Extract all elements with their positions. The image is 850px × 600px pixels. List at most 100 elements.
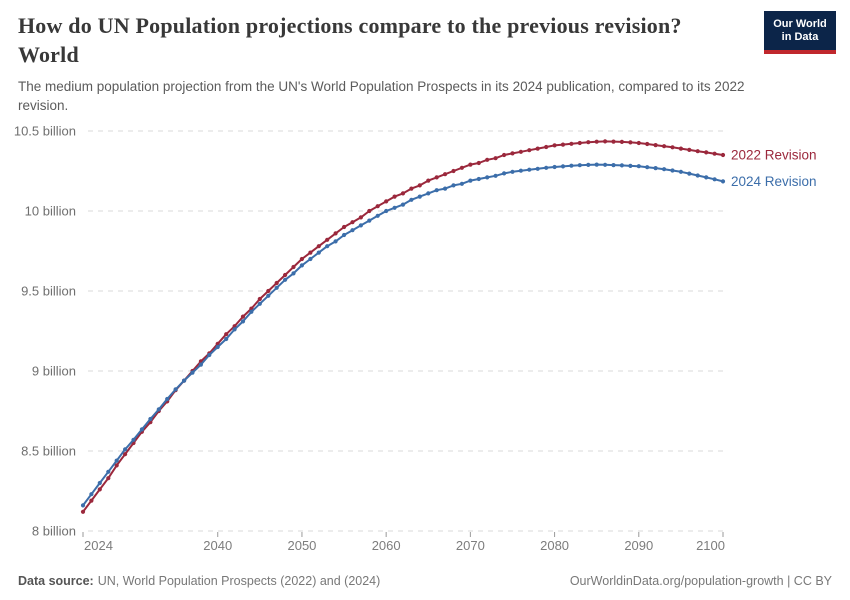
data-point[interactable] [678, 169, 684, 174]
data-point[interactable] [375, 213, 380, 218]
data-point[interactable] [653, 166, 658, 171]
data-point[interactable] [173, 388, 178, 393]
data-point[interactable] [367, 208, 372, 214]
data-point[interactable] [687, 147, 692, 152]
data-point[interactable] [502, 171, 507, 176]
data-point[interactable] [493, 173, 498, 178]
data-point[interactable] [198, 362, 203, 367]
data-point[interactable] [670, 168, 675, 173]
data-point[interactable] [131, 437, 136, 442]
data-point[interactable] [224, 336, 229, 342]
data-point[interactable] [468, 162, 473, 167]
data-point[interactable] [299, 256, 304, 262]
data-point[interactable] [80, 509, 86, 514]
series-line-2024-revision[interactable] [82, 163, 724, 507]
series-line-2022-revision[interactable] [82, 140, 724, 513]
data-point[interactable] [720, 179, 726, 184]
data-point[interactable] [182, 378, 187, 383]
data-point[interactable] [518, 168, 524, 173]
data-point[interactable] [476, 160, 481, 166]
data-point[interactable] [586, 140, 591, 145]
data-point[interactable] [535, 146, 540, 151]
data-point[interactable] [560, 164, 566, 169]
data-point[interactable] [249, 309, 254, 314]
data-point[interactable] [569, 141, 574, 146]
data-point[interactable] [156, 408, 161, 414]
data-point[interactable] [636, 140, 641, 146]
data-point[interactable] [493, 156, 498, 161]
data-point[interactable] [249, 306, 254, 311]
data-point[interactable] [535, 166, 540, 171]
data-point[interactable] [417, 183, 422, 188]
data-point[interactable] [350, 228, 355, 233]
data-point[interactable] [619, 139, 625, 144]
data-point[interactable] [333, 231, 338, 236]
data-point[interactable] [283, 277, 288, 282]
data-point[interactable] [89, 498, 94, 503]
data-point[interactable] [459, 181, 464, 186]
data-point[interactable] [207, 351, 212, 356]
data-point[interactable] [114, 458, 119, 463]
data-point[interactable] [232, 324, 237, 329]
data-point[interactable] [80, 503, 86, 508]
data-point[interactable] [527, 167, 532, 172]
data-point[interactable] [358, 223, 363, 228]
data-point[interactable] [123, 447, 128, 452]
data-point[interactable] [712, 151, 717, 156]
license-link[interactable]: OurWorldinData.org/population-growth | C… [569, 574, 832, 588]
data-point[interactable] [426, 191, 431, 196]
data-point[interactable] [653, 143, 658, 148]
data-point[interactable] [333, 239, 338, 244]
data-point[interactable] [106, 469, 111, 474]
data-point[interactable] [695, 173, 700, 178]
data-point[interactable] [720, 152, 726, 158]
data-point[interactable] [139, 429, 144, 434]
data-point[interactable] [712, 177, 717, 182]
data-point[interactable] [106, 476, 111, 481]
data-point[interactable] [215, 344, 220, 350]
data-point[interactable] [569, 163, 574, 168]
data-point[interactable] [603, 139, 608, 144]
data-point[interactable] [662, 144, 667, 149]
data-point[interactable] [156, 407, 161, 412]
data-point[interactable] [198, 359, 203, 364]
data-point[interactable] [426, 178, 431, 183]
data-point[interactable] [476, 176, 481, 182]
data-point[interactable] [443, 172, 448, 177]
data-point[interactable] [207, 352, 212, 358]
data-point[interactable] [409, 186, 414, 191]
data-point[interactable] [544, 165, 549, 170]
data-point[interactable] [240, 314, 246, 319]
data-point[interactable] [232, 327, 237, 332]
data-point[interactable] [409, 197, 414, 202]
data-point[interactable] [510, 151, 515, 156]
data-point[interactable] [510, 169, 515, 174]
data-point[interactable] [518, 149, 524, 154]
data-point[interactable] [308, 250, 313, 255]
data-point[interactable] [358, 215, 363, 220]
data-point[interactable] [704, 150, 709, 155]
data-point[interactable] [586, 162, 591, 167]
data-point[interactable] [266, 293, 271, 298]
data-point[interactable] [400, 202, 406, 207]
data-point[interactable] [552, 143, 557, 148]
data-point[interactable] [577, 140, 582, 146]
data-point[interactable] [384, 199, 389, 204]
data-point[interactable] [485, 157, 490, 162]
data-point[interactable] [89, 492, 94, 497]
data-point[interactable] [527, 148, 532, 153]
data-point[interactable] [417, 194, 422, 199]
data-point[interactable] [224, 332, 229, 337]
data-point[interactable] [190, 368, 195, 374]
data-point[interactable] [594, 139, 599, 144]
data-point[interactable] [266, 288, 271, 294]
data-point[interactable] [695, 149, 700, 154]
series-label-2024-revision[interactable]: 2024 Revision [731, 174, 817, 189]
data-point[interactable] [342, 232, 347, 238]
data-point[interactable] [704, 175, 709, 180]
data-point[interactable] [392, 194, 397, 199]
data-point[interactable] [502, 152, 507, 158]
data-point[interactable] [400, 191, 406, 196]
data-point[interactable] [577, 163, 582, 168]
data-point[interactable] [291, 271, 296, 276]
